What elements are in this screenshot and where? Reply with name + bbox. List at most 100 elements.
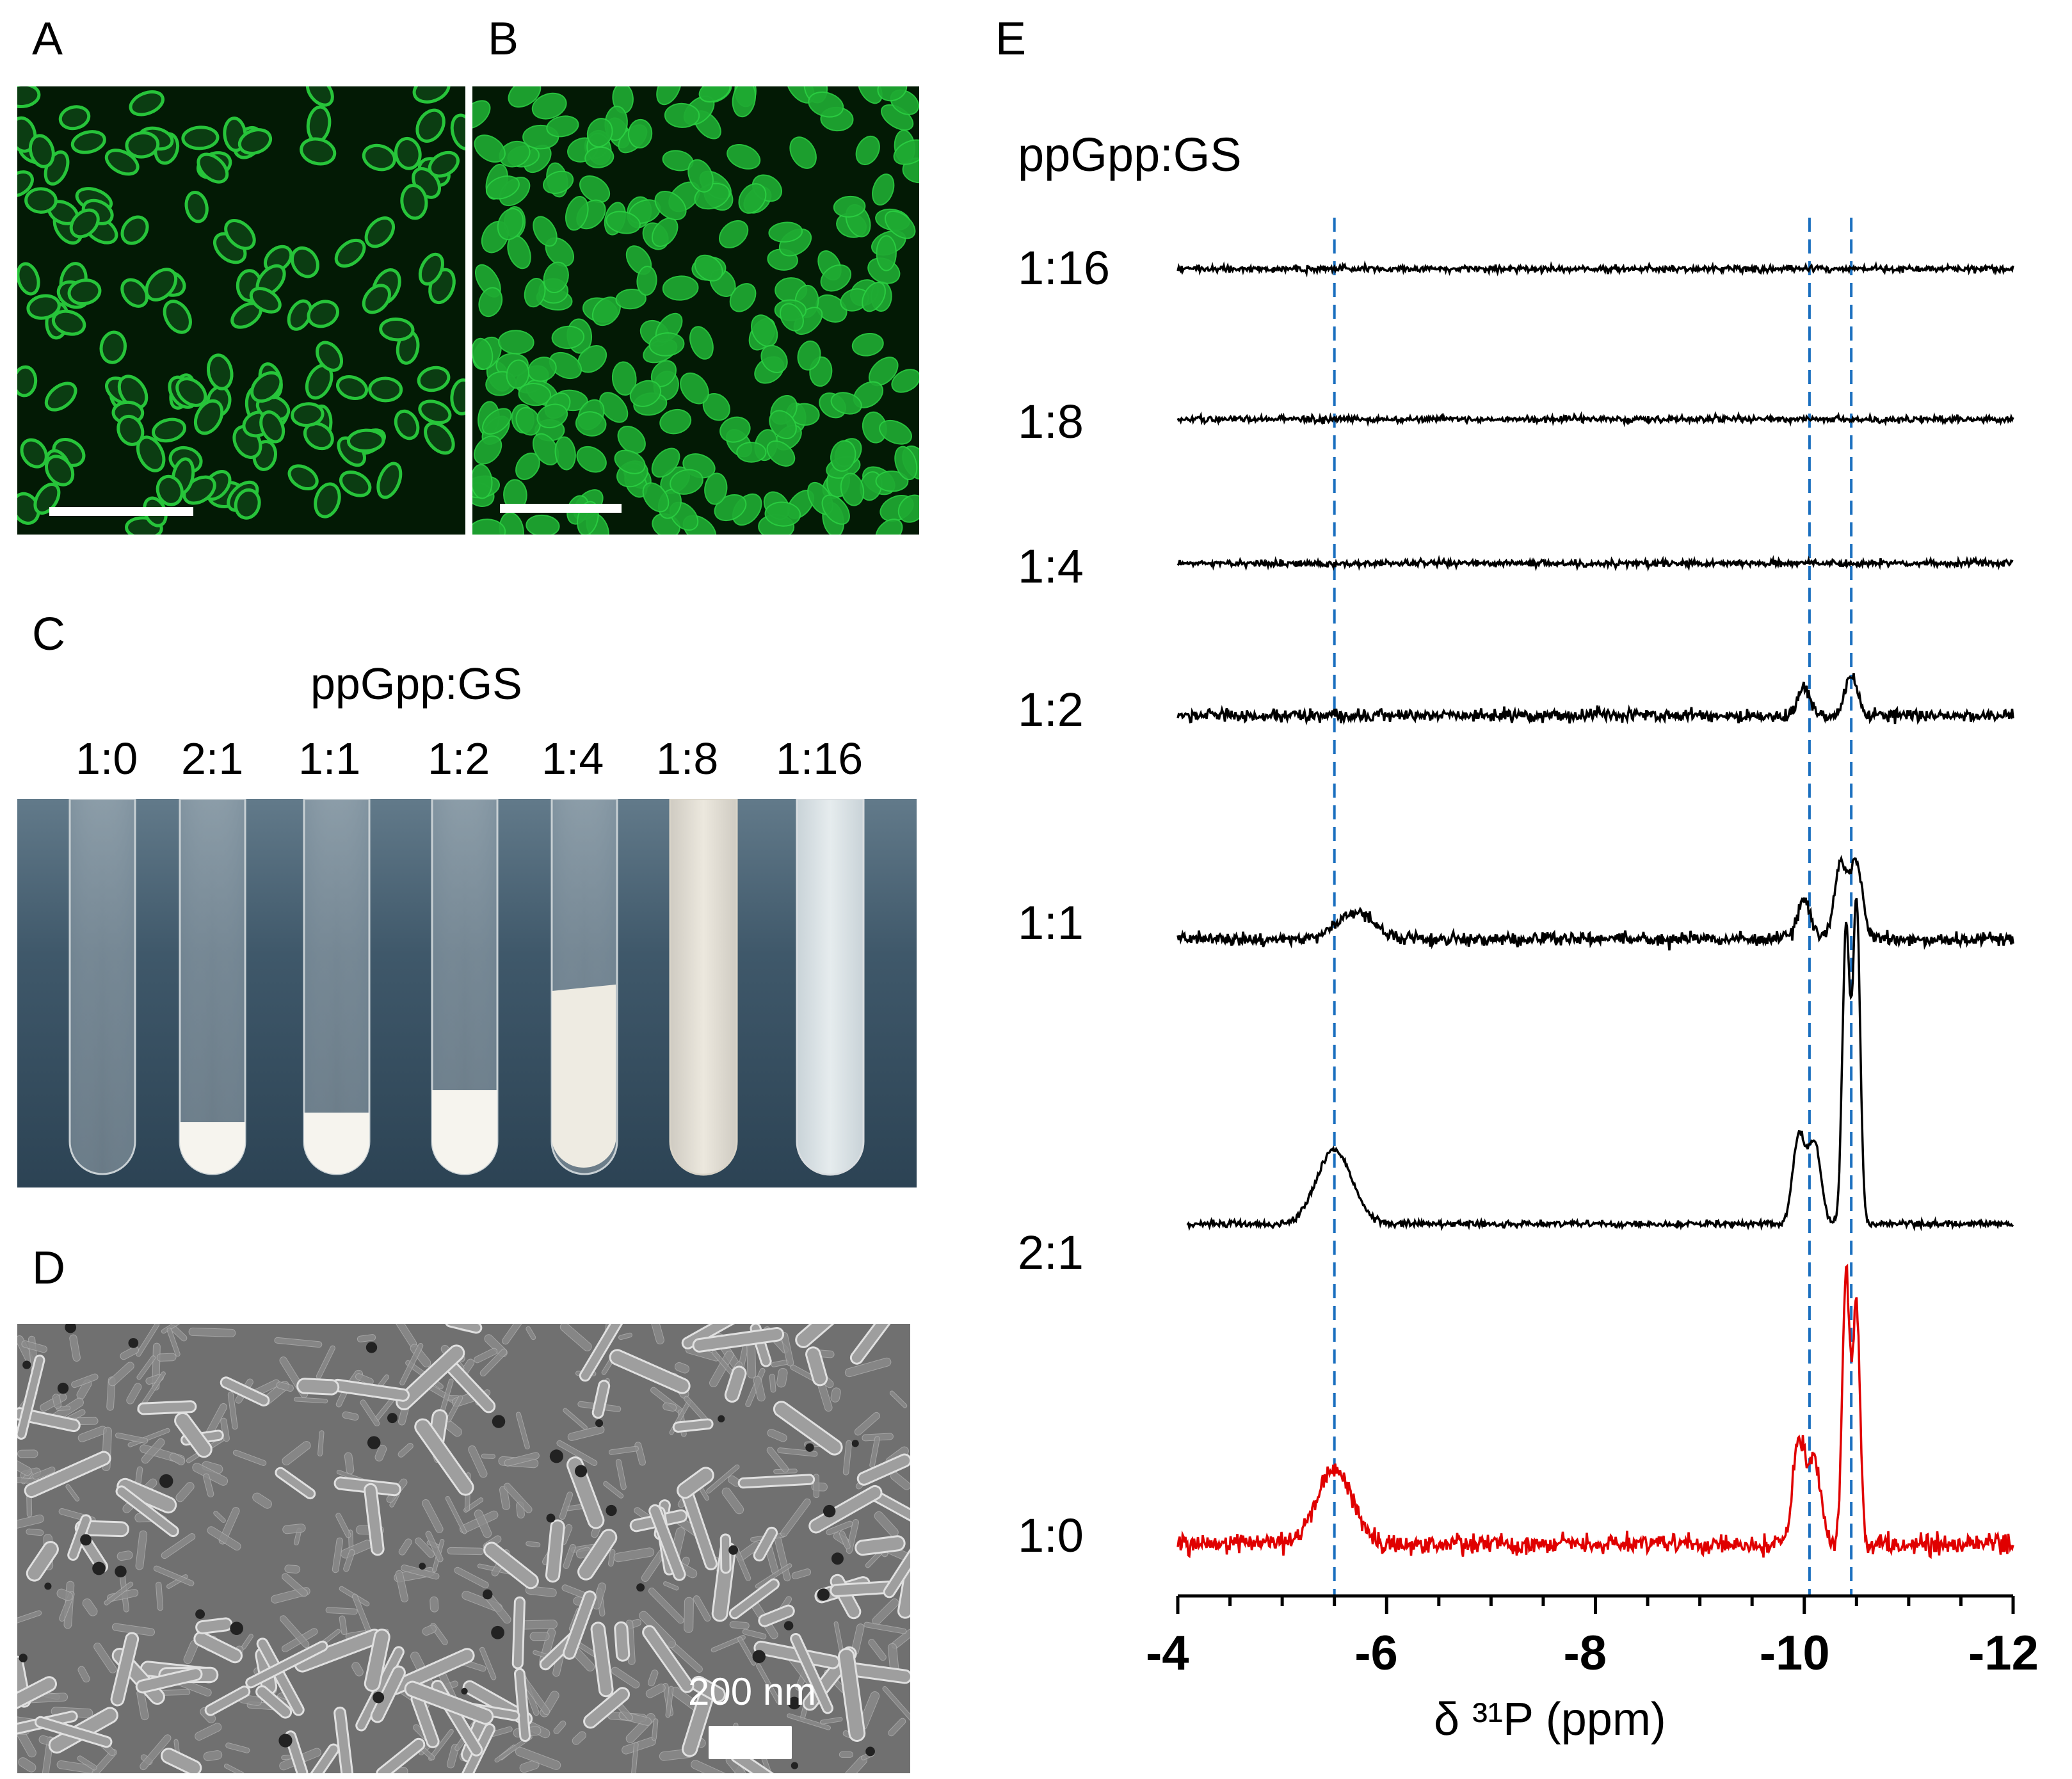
nanorod — [374, 1444, 387, 1461]
pore — [817, 1588, 830, 1601]
nanorod — [526, 1541, 541, 1548]
cell — [760, 344, 788, 373]
cell — [897, 494, 919, 523]
pore — [19, 1654, 28, 1662]
nanorod — [651, 1718, 659, 1741]
nanorod — [753, 1376, 766, 1402]
cell — [379, 317, 415, 342]
cell — [851, 333, 884, 357]
nanorod — [422, 1499, 444, 1533]
nanorod — [303, 1743, 340, 1773]
nanorod — [161, 1533, 196, 1559]
nanorod — [396, 1344, 465, 1411]
pore — [831, 1552, 844, 1565]
nanorod — [545, 1519, 565, 1583]
nanorod — [17, 1676, 58, 1710]
nanorod — [474, 1509, 492, 1538]
cell — [680, 372, 709, 405]
nanorod — [663, 1581, 679, 1591]
cell — [417, 366, 451, 392]
nanorod — [468, 1445, 488, 1478]
cell — [719, 220, 749, 248]
cell — [736, 442, 767, 463]
x-tick-label: -4 — [1146, 1626, 1189, 1680]
nanorod — [795, 1324, 844, 1348]
cell — [184, 190, 209, 223]
cell — [472, 337, 494, 370]
cell — [642, 482, 670, 513]
cell — [727, 144, 761, 170]
nanorod — [294, 1397, 328, 1404]
nanorod — [120, 1346, 140, 1360]
cell — [316, 341, 344, 372]
cell — [651, 447, 680, 478]
nanorod — [415, 1537, 435, 1558]
cell — [893, 139, 919, 165]
nanorod — [126, 1383, 142, 1405]
test-tube-1-16 — [796, 799, 865, 1176]
cell — [543, 170, 574, 194]
nanorod — [526, 1326, 536, 1340]
pore — [752, 1650, 766, 1663]
cell — [305, 86, 334, 107]
nanorod — [77, 1755, 97, 1771]
nanorod — [690, 1675, 726, 1703]
test-tube-1-4 — [550, 799, 618, 1175]
pore — [159, 1474, 173, 1488]
cell — [362, 284, 392, 314]
pore — [373, 1691, 385, 1703]
nanorod — [140, 1734, 172, 1771]
x-tick-label: -10 — [1759, 1626, 1830, 1680]
nanorod — [791, 1568, 812, 1580]
nanorod — [691, 1760, 730, 1773]
nanorod — [773, 1401, 843, 1456]
nanorod — [515, 1746, 561, 1770]
nanorod — [364, 1483, 385, 1556]
cell — [450, 113, 465, 150]
pore — [491, 1625, 504, 1639]
cell — [249, 287, 282, 314]
nanorod — [808, 1485, 883, 1534]
nanorod — [325, 1607, 358, 1615]
test-tube-1-1 — [303, 799, 371, 1175]
nanorod — [839, 1531, 851, 1550]
cell — [862, 282, 886, 312]
nanorod — [855, 1535, 906, 1556]
nanorod — [819, 1717, 843, 1725]
nanorod — [399, 1342, 424, 1386]
spectrum-1-8 — [1177, 411, 2014, 428]
nanorod — [17, 1610, 42, 1630]
nanorod — [721, 1487, 744, 1515]
nanorod — [213, 1511, 226, 1523]
cell — [368, 376, 403, 403]
cell — [234, 488, 261, 520]
cell — [830, 440, 856, 472]
nanorod — [156, 1353, 177, 1362]
nanorod — [32, 1466, 56, 1480]
cell — [314, 482, 341, 519]
nanorod — [175, 1482, 195, 1502]
x-tick-label: -12 — [1968, 1626, 2039, 1680]
pore — [492, 1415, 506, 1428]
cell — [300, 137, 337, 166]
cell — [474, 435, 502, 465]
cell — [498, 330, 534, 355]
cell — [206, 353, 234, 390]
nanorod — [572, 1731, 586, 1745]
cell — [656, 86, 682, 106]
nanorod — [71, 1373, 99, 1389]
cell — [884, 210, 916, 239]
nanorod — [618, 1332, 632, 1340]
nanorod — [193, 1631, 243, 1664]
cell — [152, 417, 186, 443]
nanorod — [169, 1453, 186, 1465]
cell — [197, 152, 229, 184]
cell — [28, 134, 55, 168]
cell — [224, 219, 256, 250]
cell — [193, 399, 224, 435]
x-tick-label: -6 — [1354, 1626, 1398, 1680]
nanorod — [56, 1588, 73, 1601]
pore — [728, 1545, 738, 1555]
cell — [104, 149, 140, 176]
pore — [365, 1342, 378, 1353]
